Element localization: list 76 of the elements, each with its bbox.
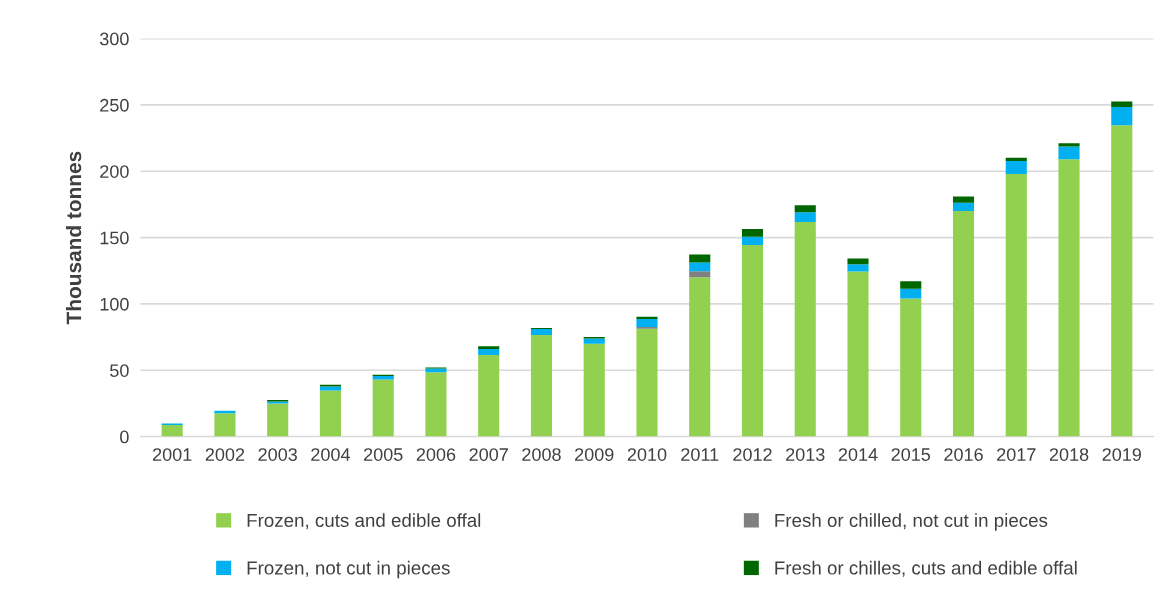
bar [689,277,711,437]
bar [1058,159,1080,437]
bar [952,211,975,437]
bar [319,390,341,437]
x-tick-label: 2013 [786,448,825,461]
x-tick-label: 2016 [944,448,983,461]
bar [741,229,764,237]
y-tick-label: 300 [99,32,129,46]
bar [267,403,289,437]
bar [741,245,764,437]
x-tick-label: 2003 [258,448,297,461]
bar [161,425,183,437]
bar [636,318,658,327]
x-tick-label: 2018 [1049,448,1089,461]
bar [847,271,869,437]
bar [583,338,605,344]
bar [952,202,975,212]
bar [1005,161,1027,175]
legend-label: Fresh or chilles, cuts and edible offal [775,560,1077,577]
bar [530,335,553,437]
bar [636,316,658,319]
bar [530,329,553,336]
y-axis-title: Thousand tonnes [65,151,82,325]
x-tick-label: 2008 [522,448,561,461]
x-tick-label: 2017 [997,448,1036,461]
bar [1005,157,1027,162]
bar [847,264,869,272]
x-tick-label: 2010 [627,448,667,461]
bar [372,379,394,437]
x-tick-label: 2006 [416,448,456,461]
bar [952,196,975,203]
y-tick-label: 50 [110,364,129,377]
y-tick-label: 250 [100,98,129,112]
bar [794,205,816,213]
bar [1005,174,1027,437]
bar [478,348,500,355]
bar [900,298,922,437]
bar [794,212,816,222]
bar [689,271,711,278]
x-tick-label: 2009 [575,448,614,461]
bar [583,343,605,437]
bar [636,328,658,437]
bar [478,355,500,437]
bar [1111,101,1133,108]
legend-label: Fresh or chilled, not cut in pieces [775,513,1048,531]
bar [1058,146,1080,160]
bar [741,236,764,246]
x-tick-label: 2019 [1102,448,1142,461]
bar [794,221,816,437]
y-tick-label: 150 [100,231,129,245]
bar [478,346,500,349]
legend-label: Frozen, not cut in pieces [247,560,450,579]
x-tick-label: 2001 [153,448,192,461]
bar [319,386,341,391]
bar [689,254,711,263]
bar [689,262,711,272]
bar [1111,107,1133,126]
bar [900,288,922,299]
x-tick-label: 2004 [311,448,350,461]
x-tick-label: 2012 [733,448,772,461]
y-tick-label: 100 [100,297,129,311]
bar [900,281,922,289]
y-tick-label: 200 [100,165,129,178]
bar [1111,125,1133,437]
y-tick-label: 0 [120,430,129,444]
x-tick-label: 2002 [205,448,245,461]
bar [1058,143,1080,147]
legend-label: Frozen, cuts and edible offal [247,513,481,530]
x-tick-label: 2007 [469,448,508,461]
bar [425,372,447,437]
bar [214,413,236,437]
bar [847,258,869,265]
x-tick-label: 2015 [891,448,931,461]
x-tick-label: 2011 [681,448,719,461]
x-tick-label: 2014 [838,448,878,461]
x-tick-label: 2005 [364,448,403,461]
